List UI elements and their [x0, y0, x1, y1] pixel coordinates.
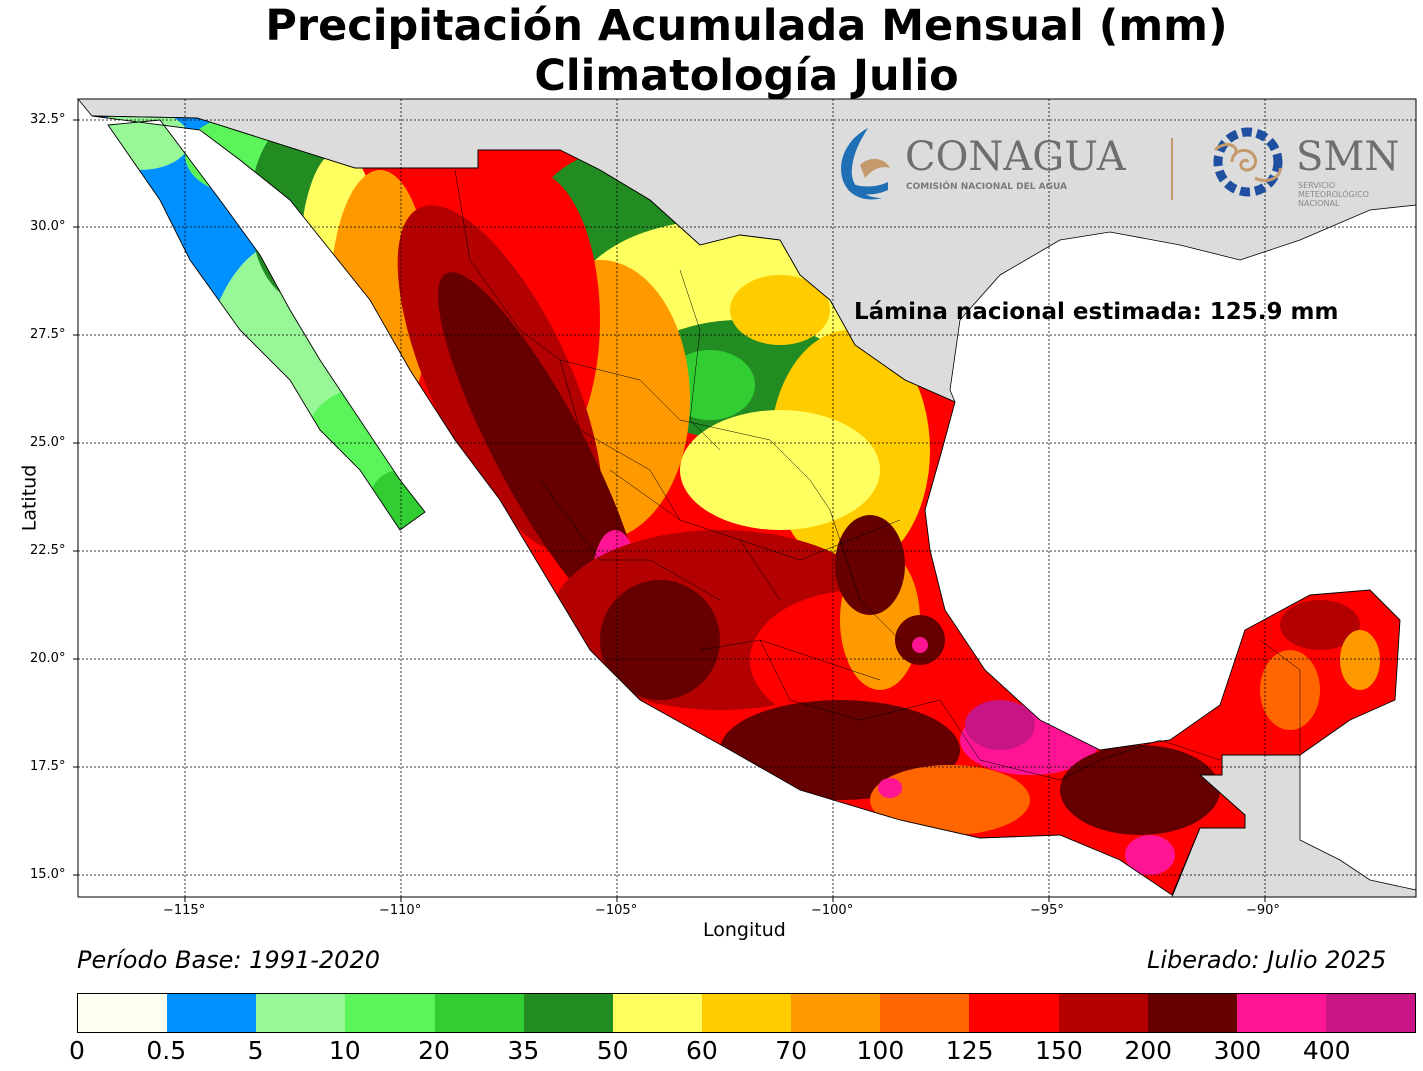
smn-sub-3: NACIONAL — [1298, 199, 1340, 208]
y-tick-label: 25.0° — [30, 435, 66, 450]
colorbar-swatch-2 — [256, 994, 346, 1032]
x-tick-label: −95° — [1030, 903, 1064, 918]
colorbar-label: 400 — [1302, 1036, 1351, 1065]
colorbar-label: 0 — [69, 1036, 85, 1065]
conagua-subtitle: COMISIÓN NACIONAL DEL AGUA — [906, 180, 1067, 192]
colorbar-label: 0.5 — [146, 1036, 187, 1065]
y-tick-label: 20.0° — [30, 651, 66, 666]
colorbar-swatch-9 — [880, 994, 970, 1032]
colorbar-swatch-3 — [345, 994, 435, 1032]
smn-swirl-icon — [1230, 148, 1257, 172]
y-tick-label: 17.5° — [30, 759, 66, 774]
colorbar-label: 60 — [685, 1036, 718, 1065]
colorbar-label: 300 — [1213, 1036, 1262, 1065]
x-tick-label: −115° — [163, 903, 206, 918]
colorbar-swatch-13 — [1236, 994, 1326, 1032]
smn-name: SMN — [1296, 134, 1399, 180]
conagua-logo: CONAGUA COMISIÓN NACIONAL DEL AGUA — [841, 128, 1173, 200]
map-title-line1: Precipitación Acumulada Mensual (mm) — [265, 1, 1228, 51]
colorbar-swatch-8 — [791, 994, 881, 1032]
conagua-name: CONAGUA — [905, 134, 1127, 180]
y-tick-label: 22.5° — [30, 543, 66, 558]
colorbar-label: 50 — [596, 1036, 629, 1065]
colorbar-label: 100 — [856, 1036, 905, 1065]
smn-sub-2: METEOROLÓGICO — [1298, 188, 1369, 199]
x-tick-label: −105° — [595, 903, 638, 918]
colorbar-label: 35 — [507, 1036, 540, 1065]
tick-marks — [73, 119, 1266, 902]
national-estimate-annotation: Lámina nacional estimada: 125.9 mm — [854, 299, 1339, 325]
x-tick-label: −100° — [811, 903, 854, 918]
colorbar-swatch-5 — [523, 994, 613, 1032]
smn-gear-icon — [1213, 127, 1283, 197]
baja-outline — [107, 119, 426, 531]
y-tick-label: 30.0° — [30, 219, 66, 234]
colorbar-label: 70 — [775, 1036, 808, 1065]
map-title-line2: Climatología Julio — [534, 51, 959, 101]
colorbar-label: 125 — [945, 1036, 994, 1065]
smn-sub-1: SERVICIO — [1298, 181, 1335, 190]
colorbar-swatch-10 — [969, 994, 1059, 1032]
release-note: Liberado: Julio 2025 — [1147, 946, 1387, 974]
colorbar-label: 10 — [328, 1036, 361, 1065]
base-period-note: Período Base: 1991-2020 — [77, 946, 380, 974]
graticule — [78, 99, 1416, 897]
colorbar-swatch-0 — [78, 994, 168, 1032]
y-tick-label: 32.5° — [30, 112, 66, 127]
colorbar-swatch-11 — [1058, 994, 1148, 1032]
colorbar-swatch-6 — [612, 994, 702, 1032]
state-borders — [454, 169, 1301, 781]
colorbar-label: 20 — [418, 1036, 450, 1065]
y-tick-label: 15.0° — [30, 867, 66, 882]
colorbar-label: 150 — [1035, 1036, 1083, 1065]
colorbar-swatch-14 — [1325, 994, 1416, 1032]
x-tick-label: −90° — [1246, 903, 1280, 918]
map-frame — [77, 98, 1417, 898]
colorbar-label: 200 — [1124, 1036, 1173, 1065]
colorbar-label: 5 — [247, 1036, 264, 1065]
colorbar-swatch-12 — [1147, 994, 1237, 1032]
x-tick-label: −110° — [379, 903, 422, 918]
colorbar-swatch-7 — [701, 994, 792, 1032]
smn-logo: SMN SERVICIO METEOROLÓGICO NACIONAL — [1213, 127, 1399, 208]
colorbar — [77, 993, 1416, 1033]
mexico-outline — [91, 115, 1401, 896]
y-axis-label: Latitud — [18, 464, 41, 532]
conagua-drop-icon — [841, 128, 882, 200]
colorbar-swatch-4 — [434, 994, 524, 1032]
colorbar-swatch-1 — [167, 994, 257, 1032]
x-axis-label: Longitud — [703, 919, 786, 941]
y-tick-label: 27.5° — [30, 327, 66, 342]
